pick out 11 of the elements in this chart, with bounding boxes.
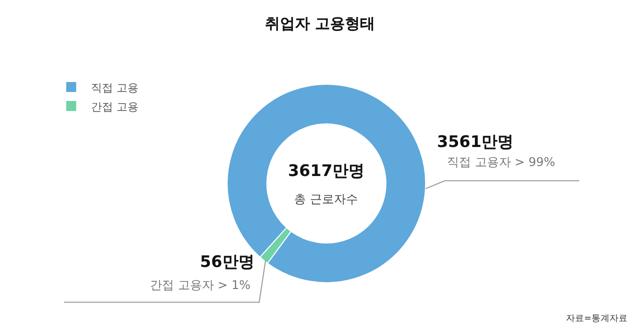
text: 자료=통계자료 — [566, 314, 628, 324]
data-label: 3561만명 — [437, 132, 514, 151]
legend-label: 간접 고용 — [91, 100, 139, 114]
chart-title: 취업자 고용형태 — [264, 14, 376, 33]
legend-label: 직접 고용 — [91, 81, 139, 94]
donut-slice — [260, 227, 292, 264]
data-label: 56만명 — [200, 252, 254, 271]
text: 3617만명 — [288, 161, 365, 180]
text: 직접 고용자 > 99% — [447, 155, 556, 169]
text: 간접 고용자 > 1% — [150, 278, 251, 292]
text: 총 근로자수 — [294, 192, 358, 206]
